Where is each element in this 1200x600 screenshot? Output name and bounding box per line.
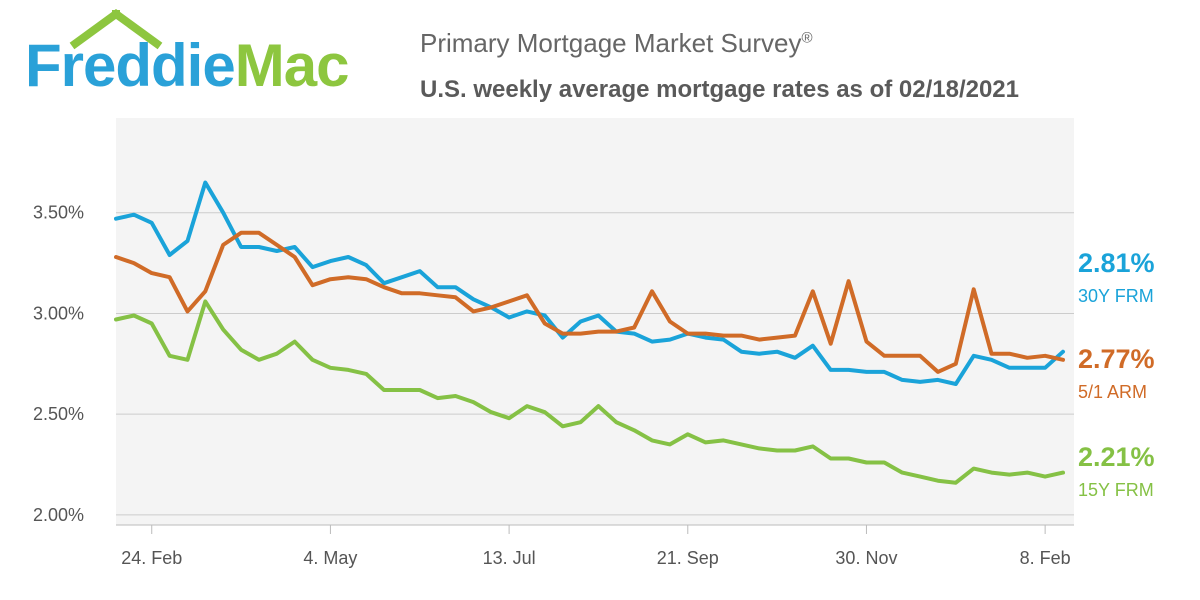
y-tick-label: 2.50% <box>33 404 84 424</box>
x-tick-label: 13. Jul <box>483 548 536 568</box>
series-name-label: 30Y FRM <box>1078 286 1154 306</box>
series-line-15y-frm <box>114 299 1065 485</box>
series-name-label: 15Y FRM <box>1078 480 1154 500</box>
series-name-label: 5/1 ARM <box>1078 382 1148 402</box>
series-end-value: 2.81% <box>1078 248 1155 278</box>
logo-freddie: Freddie <box>25 32 236 99</box>
y-tick-label: 3.50% <box>33 203 84 223</box>
series-end-value: 2.21% <box>1078 442 1155 472</box>
series-line-30y-frm <box>114 180 1065 386</box>
x-tick-label: 24. Feb <box>121 548 182 568</box>
x-tick-label: 21. Sep <box>657 548 719 568</box>
series-line-5-1-arm <box>114 230 1065 374</box>
series-lines <box>114 180 1065 485</box>
grid-lines <box>116 212 1074 516</box>
y-tick-label: 2.00% <box>33 505 84 525</box>
y-tick-label: 3.00% <box>33 303 84 323</box>
x-tick-label: 30. Nov <box>835 548 897 568</box>
logo-text: FreddieMac <box>25 36 349 96</box>
plot-background <box>116 118 1074 525</box>
x-tick-label: 8. Feb <box>1020 548 1071 568</box>
chart-subtitle: U.S. weekly average mortgage rates as of… <box>420 76 1020 103</box>
chart-title-text: Primary Mortgage Market Survey <box>420 28 802 58</box>
x-axis: 24. Feb 4. May 13. Jul 21. Sep 30. Nov 8. Feb <box>116 524 1074 568</box>
x-tick-label: 4. May <box>303 548 357 568</box>
chart-title: Primary Mortgage Market Survey® <box>420 28 813 59</box>
logo-mac: Mac <box>234 32 350 99</box>
registered-mark: ® <box>801 29 813 47</box>
freddie-mac-logo: FreddieMac <box>0 0 400 115</box>
house-roof-icon <box>69 9 163 50</box>
y-axis-ticks: 2.00% 2.50% 3.00% 3.50% <box>33 203 84 525</box>
series-end-value: 2.77% <box>1078 344 1155 374</box>
